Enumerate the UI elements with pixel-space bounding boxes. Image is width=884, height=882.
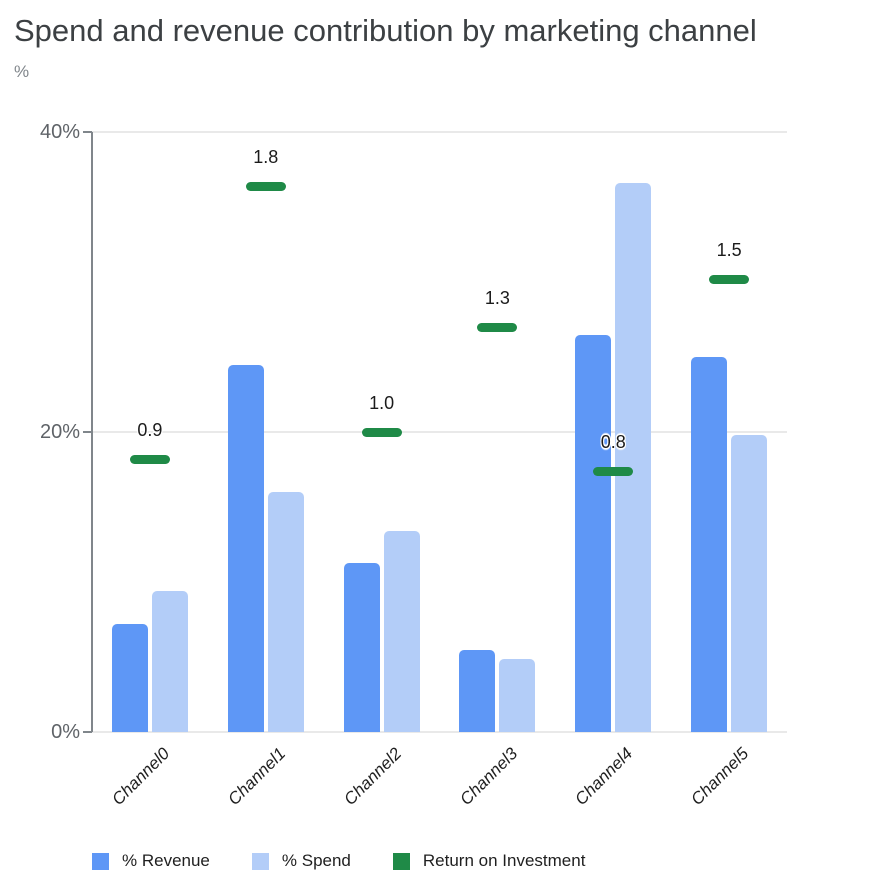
- y-tick-mark-20%: [83, 431, 92, 433]
- roi-dash-channel4[interactable]: [593, 466, 634, 476]
- y-axis-line: [91, 132, 93, 732]
- x-axis-label-channel4: Channel4: [571, 744, 637, 809]
- legend-label-revenue: % Revenue: [122, 851, 210, 870]
- chart-title: Spend and revenue contribution by market…: [14, 13, 757, 48]
- x-axis-label-channel1: Channel1: [224, 744, 290, 809]
- roi-annotation-channel2: 1.0: [369, 393, 395, 413]
- x-axis-label-channel0: Channel0: [108, 744, 174, 809]
- legend-label-roi: Return on Investment: [422, 851, 586, 870]
- legend-swatch-roi-icon: [392, 852, 410, 870]
- x-axis-label-channel2: Channel2: [340, 744, 406, 809]
- legend: % Revenue % Spend Return on Investment: [92, 851, 585, 871]
- roi-dash-channel1[interactable]: [245, 181, 286, 191]
- roi-annotation-channel3: 1.3: [484, 288, 510, 308]
- revenue-bar-channel1[interactable]: [227, 364, 264, 732]
- y-tick-mark-0%: [83, 731, 92, 733]
- revenue-bar-channel3[interactable]: [459, 649, 496, 732]
- roi-annotation-channel4: 0.8: [600, 432, 626, 452]
- spend-bar-channel2[interactable]: [383, 531, 420, 732]
- spend-bar-channel1[interactable]: [267, 492, 304, 732]
- gridline-20%: [92, 431, 787, 433]
- roi-annotation-channel1: 1.8: [253, 147, 279, 167]
- roi-annotation-channel5: 1.5: [716, 240, 742, 260]
- revenue-bar-channel4[interactable]: [575, 334, 612, 732]
- roi-dash-channel3[interactable]: [477, 322, 518, 332]
- roi-dash-channel2[interactable]: [361, 427, 402, 437]
- legend-label-spend: % Spend: [281, 851, 351, 870]
- legend-item-spend[interactable]: % Spend: [251, 851, 351, 871]
- spend-bar-channel0[interactable]: [151, 591, 188, 732]
- revenue-bar-channel0[interactable]: [111, 624, 148, 732]
- y-tick-label: 20%: [39, 421, 80, 443]
- revenue-bar-channel5[interactable]: [691, 357, 728, 732]
- x-axis-label-channel5: Channel5: [687, 744, 753, 809]
- roi-annotation-channel0: 0.9: [137, 420, 163, 440]
- gridline-0%: [92, 731, 787, 733]
- spend-bar-channel3[interactable]: [499, 658, 536, 732]
- spend-bar-channel4[interactable]: [615, 183, 652, 732]
- legend-item-revenue[interactable]: % Revenue: [92, 851, 210, 871]
- legend-item-roi[interactable]: Return on Investment: [392, 851, 586, 871]
- y-tick-label: 40%: [39, 121, 80, 143]
- x-axis-label-channel3: Channel3: [455, 744, 521, 809]
- roi-dash-channel5[interactable]: [709, 274, 750, 284]
- chart-subtitle: %: [14, 62, 30, 81]
- spend-bar-channel5[interactable]: [731, 435, 768, 732]
- legend-swatch-spend-icon: [251, 852, 269, 870]
- legend-swatch-revenue-icon: [92, 852, 109, 870]
- revenue-bar-channel2[interactable]: [343, 562, 380, 732]
- roi-dash-channel0[interactable]: [129, 454, 170, 464]
- y-tick-label: 0%: [51, 721, 80, 743]
- gridline-40%: [92, 131, 787, 133]
- y-tick-mark-40%: [83, 131, 92, 133]
